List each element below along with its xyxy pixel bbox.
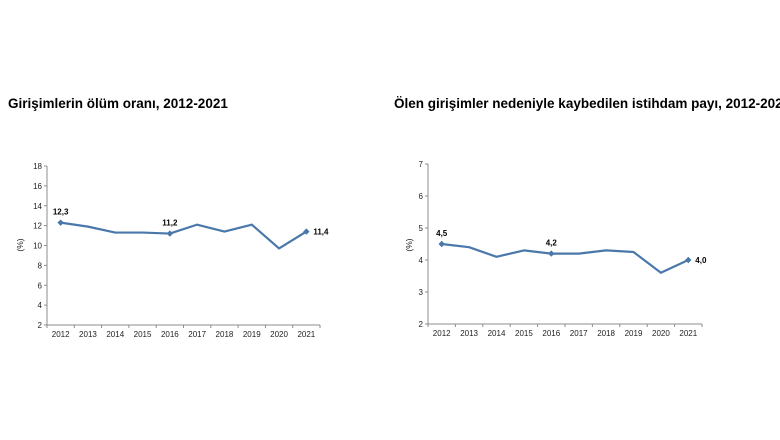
x-tick-label: 2016 (161, 330, 179, 339)
y-axis-label: (%) (404, 238, 414, 251)
x-tick-label: 2014 (106, 330, 124, 339)
chart-title-employment-share: Ölen girişimler nedeniyle kaybedilen ist… (394, 96, 780, 111)
y-tick-label: 4 (38, 301, 43, 310)
y-tick-label: 5 (419, 224, 424, 233)
x-tick-label: 2012 (52, 330, 70, 339)
data-point-marker (57, 219, 64, 226)
y-tick-label: 2 (38, 321, 43, 330)
death-rate-line-chart: (%) 2 4 6 8 10 12 14 16 18 2012 2013 2014 2015 2016 20… (15, 162, 329, 339)
y-tick-label: 6 (419, 192, 424, 201)
x-tick-label: 2019 (625, 329, 643, 338)
series-line (60, 221, 307, 250)
data-label: 12,3 (53, 208, 69, 217)
x-tick-label: 2013 (79, 330, 97, 339)
x-tick-label: 2012 (433, 329, 451, 338)
x-tick-label: 2020 (652, 329, 670, 338)
x-tick-label: 2018 (597, 329, 615, 338)
x-tick-label: 2014 (488, 329, 506, 338)
data-point-marker (685, 256, 692, 264)
data-point-marker (438, 240, 445, 248)
y-tick-label: 6 (38, 281, 43, 290)
data-label: 11,2 (162, 219, 178, 228)
y-tick-label: 10 (33, 242, 42, 251)
y-tick-label: 18 (33, 162, 42, 171)
y-tick-label: 7 (419, 160, 424, 169)
y-tick-label: 4 (419, 256, 424, 265)
x-tick-label: 2021 (679, 329, 697, 338)
y-tick-label: 16 (33, 182, 42, 191)
x-tick-label: 2017 (570, 329, 588, 338)
x-tick-label: 2015 (134, 330, 152, 339)
x-tick-label: 2019 (243, 330, 261, 339)
series-line (441, 242, 689, 274)
y-tick-label: 8 (38, 261, 43, 270)
x-tick-label: 2020 (270, 330, 288, 339)
data-point-marker (548, 250, 555, 257)
y-axis-label: (%) (15, 238, 25, 251)
chart-title-death-rate: Girişimlerin ölüm oranı, 2012-2021 (8, 96, 228, 111)
data-label: 4,5 (436, 229, 448, 238)
x-tick-label: 2017 (188, 330, 206, 339)
data-label: 4,2 (546, 239, 558, 248)
data-label: 4,0 (695, 256, 707, 265)
y-tick-label: 12 (33, 222, 42, 231)
y-tick-label: 3 (419, 288, 424, 297)
x-tick-label: 2016 (542, 329, 560, 338)
employment-share-line-chart: (%) 2 3 4 5 6 7 2012 2013 2014 2015 2016 2017 2018 20… (404, 160, 707, 338)
x-tick-label: 2021 (297, 330, 315, 339)
data-point-marker (303, 228, 310, 235)
x-tick-label: 2015 (515, 329, 533, 338)
data-label: 11,4 (313, 228, 329, 237)
x-tick-label: 2018 (216, 330, 234, 339)
y-tick-label: 2 (419, 320, 424, 329)
y-tick-label: 14 (33, 202, 42, 211)
data-point-marker (166, 230, 174, 237)
x-tick-label: 2013 (460, 329, 478, 338)
